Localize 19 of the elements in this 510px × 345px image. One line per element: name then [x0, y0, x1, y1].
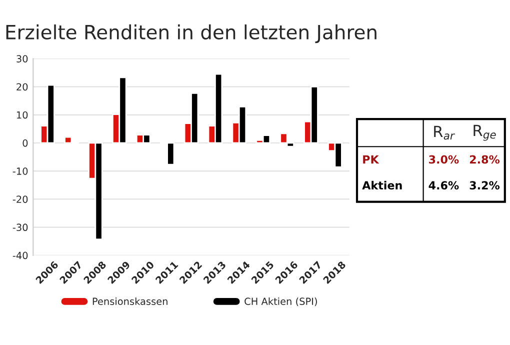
- legend-label: Pensionskassen: [92, 297, 168, 306]
- text: R$_{ar}$: [434, 126, 455, 140]
- text: 2.8%: [470, 155, 500, 164]
- text: PK: [363, 155, 380, 164]
- text: 3.0%: [429, 155, 459, 164]
- y-tick-label: -40: [12, 252, 28, 260]
- text: R$_{ge}$: [474, 124, 496, 141]
- y-tick-label: 0: [22, 139, 28, 147]
- y-tick-label: -20: [12, 196, 28, 203]
- y-tick-label: 10: [16, 111, 28, 119]
- y-tick-label: -10: [12, 168, 28, 175]
- y-tick-label: 20: [16, 83, 28, 91]
- y-tick-label: 30: [16, 55, 28, 62]
- text: 3.2%: [470, 181, 500, 190]
- text: 4.6%: [428, 181, 459, 190]
- legend-label: CH Aktien (SPI): [244, 297, 317, 306]
- y-tick-label: -30: [12, 224, 28, 232]
- text: Aktien: [362, 180, 402, 190]
- chart-title: Erzielte Renditen in den letzten Jahren: [6, 24, 376, 44]
